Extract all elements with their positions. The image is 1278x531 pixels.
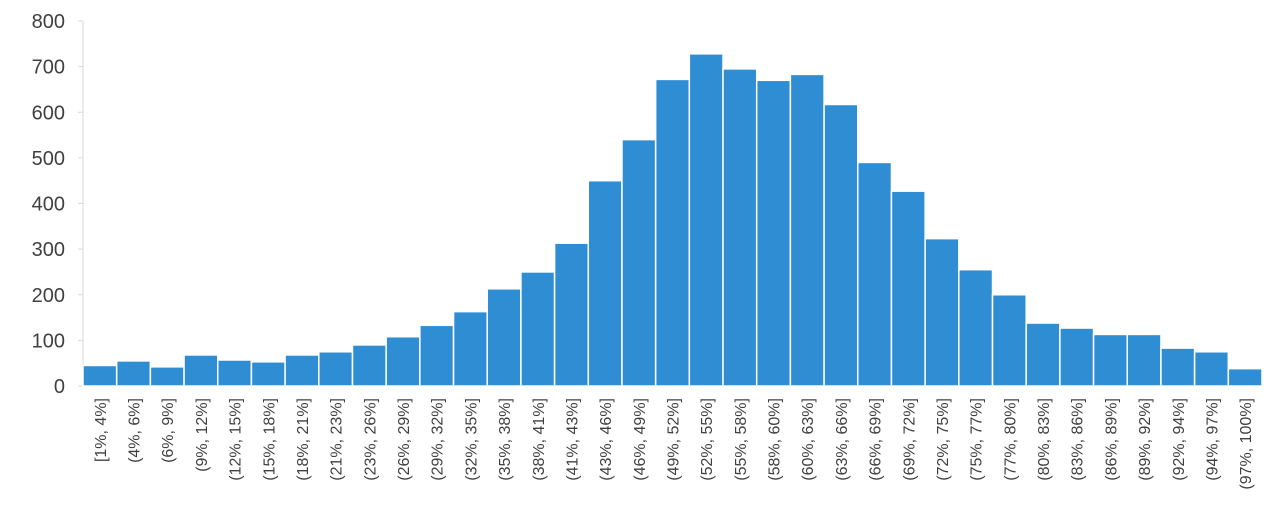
y-tick-label: 400	[32, 194, 65, 216]
x-tick-label: (97%, 100%]	[1238, 398, 1255, 490]
x-tick-label: (94%, 97%]	[1204, 398, 1221, 481]
x-tick-label: (46%, 49%]	[632, 398, 649, 481]
bar	[82, 364, 118, 387]
bar	[755, 79, 792, 387]
bar	[149, 366, 185, 387]
x-tick-label: [1%, 4%]	[93, 398, 110, 462]
x-tick-label: (69%, 72%]	[901, 398, 918, 481]
bar	[789, 73, 825, 387]
x-tick-label: (75%, 77%]	[969, 398, 986, 481]
x-tick-label: (83%, 86%]	[1070, 398, 1087, 481]
x-tick-label: (55%, 58%]	[733, 398, 750, 481]
bar	[587, 179, 623, 387]
x-tick-label: (9%, 12%]	[194, 398, 211, 472]
bar	[722, 68, 758, 387]
bar	[1059, 327, 1095, 387]
x-tick-label: (86%, 89%]	[1103, 398, 1120, 481]
x-tick-label: (29%, 32%]	[430, 398, 447, 481]
bar	[318, 351, 354, 387]
x-tick-label: (6%, 9%]	[160, 398, 177, 463]
bar	[958, 268, 994, 387]
bar	[1025, 322, 1061, 387]
bar	[250, 361, 286, 387]
x-tick-label: (52%, 55%]	[699, 398, 716, 481]
x-tick-label: (21%, 23%]	[329, 398, 346, 481]
bar	[823, 103, 859, 387]
x-tick-label: (49%, 52%]	[666, 398, 683, 481]
bar	[621, 138, 657, 387]
bar	[520, 271, 556, 387]
bar	[1227, 367, 1263, 387]
y-tick-label: 100	[32, 330, 65, 352]
bar	[1193, 351, 1230, 387]
bar	[183, 354, 219, 387]
bar	[115, 360, 152, 387]
x-tick-label: (63%, 66%]	[834, 398, 851, 481]
x-tick-label: (35%, 38%]	[497, 398, 514, 481]
y-tick-label: 500	[32, 148, 65, 170]
y-tick-label: 700	[32, 57, 65, 79]
bar	[1126, 333, 1162, 387]
x-tick-label: (66%, 69%]	[868, 398, 885, 481]
bar	[351, 344, 387, 387]
y-tick-label: 0	[54, 376, 65, 398]
x-tick-label: (43%, 46%]	[598, 398, 615, 481]
bar	[486, 288, 522, 387]
x-tick-label: (89%, 92%]	[1137, 398, 1154, 481]
x-tick-label: (12%, 15%]	[228, 398, 245, 481]
x-tick-label: (72%, 75%]	[935, 398, 952, 481]
x-tick-label: (18%, 21%]	[295, 398, 312, 481]
x-tick-label: (38%, 41%]	[531, 398, 548, 481]
x-tick-label: (60%, 63%]	[800, 398, 817, 481]
bar	[924, 237, 960, 387]
x-tick-label: (32%, 35%]	[463, 398, 480, 481]
bar	[1092, 333, 1129, 387]
y-tick-label: 600	[32, 102, 65, 124]
bar	[654, 78, 691, 387]
bar	[553, 242, 590, 387]
x-tick-label: (92%, 94%]	[1171, 398, 1188, 481]
bar	[688, 53, 724, 387]
bar	[284, 354, 320, 387]
bar	[890, 190, 926, 387]
x-tick-label: (80%, 83%]	[1036, 398, 1053, 481]
x-tick-label: (26%, 29%]	[396, 398, 413, 481]
x-tick-label: (15%, 18%]	[261, 398, 278, 481]
bar	[419, 324, 455, 387]
bar	[216, 359, 253, 387]
bar	[1160, 347, 1196, 387]
y-tick-label: 800	[32, 11, 65, 33]
x-tick-label: (58%, 60%]	[767, 398, 784, 481]
bar	[385, 335, 421, 387]
bar	[991, 294, 1027, 387]
bar	[857, 161, 893, 387]
bar	[452, 310, 488, 387]
y-tick-label: 300	[32, 239, 65, 261]
x-tick-label: (23%, 26%]	[362, 398, 379, 481]
x-tick-label: (77%, 80%]	[1002, 398, 1019, 481]
x-tick-label: (4%, 6%]	[127, 398, 144, 463]
y-tick-label: 200	[32, 285, 65, 307]
x-tick-label: (41%, 43%]	[564, 398, 581, 481]
